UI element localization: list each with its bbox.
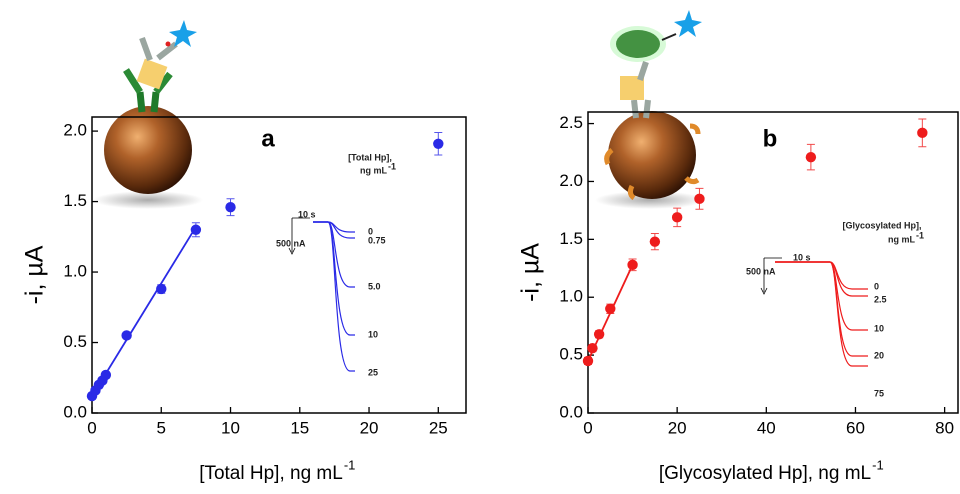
current-trace: [775, 261, 868, 290]
y-axis-label: -i, µA: [517, 243, 545, 302]
current-trace: [775, 261, 868, 297]
inset-trace-label: 25: [368, 367, 378, 377]
inset-trace-label: 5.0: [368, 281, 381, 291]
x-axis-label: [Glycosylated Hp], ng mL: [659, 463, 871, 484]
inset-trace-label: 0: [368, 226, 373, 236]
x-tick-label: 80: [935, 418, 954, 437]
current-trace: [313, 221, 355, 372]
plot-frame: [587, 111, 959, 414]
plot-frame: [91, 116, 467, 414]
illustration-b: [595, 10, 705, 209]
data-point: [121, 330, 132, 341]
y-tick-label: 1.0: [63, 262, 87, 281]
y-tick-label: 0.5: [63, 332, 87, 351]
x-tick-label: 20: [668, 418, 687, 437]
current-trace: [775, 261, 868, 357]
y-tick-label: 0.0: [63, 402, 87, 421]
inset-trace-label: 0: [874, 281, 879, 291]
data-point: [433, 138, 444, 149]
inset-trace-label: 75: [874, 388, 884, 398]
y-tick-label: 0.0: [559, 402, 583, 421]
x-tick-label: 60: [846, 418, 865, 437]
inset-current-scale: 500 nA: [746, 266, 776, 276]
panel-letter: b: [763, 125, 778, 152]
x-tick-label: 10: [221, 418, 240, 437]
inset-trace-label: 10: [368, 329, 378, 339]
data-point: [225, 202, 236, 213]
x-axis-label-superscript: -1: [872, 457, 884, 472]
inset-title: [Glycosylated Hp],: [842, 220, 921, 230]
y-tick-label: 1.0: [559, 287, 583, 306]
x-tick-label: 15: [290, 418, 309, 437]
inset-unit-superscript: -1: [388, 161, 396, 171]
data-point: [671, 212, 683, 223]
inset-title: [Total Hp],: [348, 152, 392, 162]
data-point: [649, 236, 661, 247]
x-axis-label-superscript: -1: [344, 457, 356, 472]
inset-unit: ng mL: [888, 234, 915, 244]
data-point: [917, 127, 928, 139]
y-tick-label: 2.5: [559, 113, 583, 132]
scale-bar: [288, 217, 310, 255]
x-axis-label: [Total Hp], ng mL: [199, 463, 343, 484]
y-axis-label: -i, µA: [21, 245, 49, 304]
y-tick-label: 2.0: [63, 121, 87, 140]
x-tick-label: 40: [757, 418, 776, 437]
scale-bar: [760, 257, 782, 295]
x-tick-label: 25: [429, 418, 448, 437]
data-point: [805, 151, 817, 163]
data-point: [694, 193, 705, 205]
fit-line: [587, 264, 634, 362]
illustration-a: [93, 20, 203, 209]
y-tick-label: 0.5: [559, 345, 583, 364]
x-tick-label: 0: [583, 418, 592, 437]
inset-time-scale: 10 s: [298, 209, 316, 219]
inset-trace-label: 10: [874, 323, 884, 333]
inset-time-scale: 10 s: [793, 252, 811, 262]
y-tick-label: 1.5: [559, 229, 583, 248]
inset-unit: ng mL: [360, 165, 387, 175]
inset-trace-label: 0.75: [368, 235, 386, 245]
inset-current-scale: 500 nA: [276, 238, 306, 248]
fit-line: [91, 226, 197, 397]
data-point: [627, 259, 638, 271]
inset-trace-label: 20: [874, 350, 884, 360]
inset-unit-superscript: -1: [916, 230, 924, 240]
x-tick-label: 0: [87, 418, 96, 437]
current-trace: [775, 261, 868, 367]
panel-letter: a: [261, 125, 275, 152]
y-tick-label: 2.0: [559, 171, 583, 190]
inset-trace-label: 2.5: [874, 294, 887, 304]
y-tick-label: 1.5: [63, 191, 87, 210]
x-tick-label: 5: [157, 418, 166, 437]
x-tick-label: 20: [360, 418, 379, 437]
